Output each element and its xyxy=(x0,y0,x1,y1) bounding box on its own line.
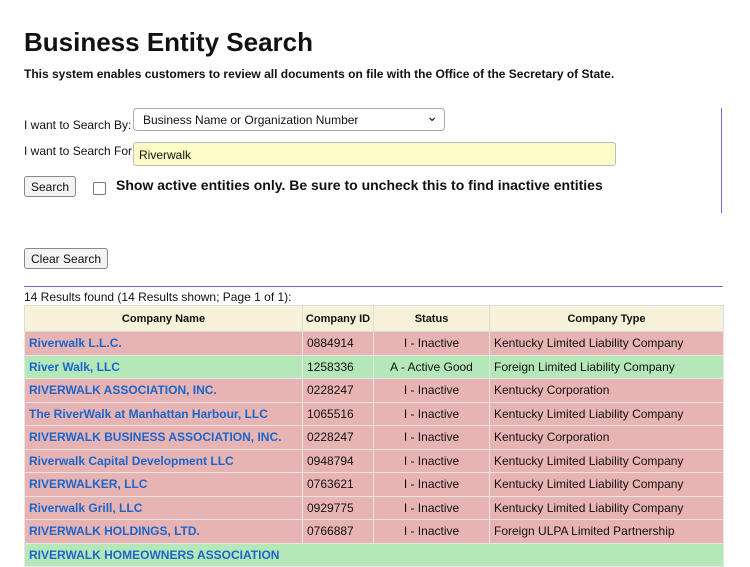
column-header: Company Type xyxy=(489,305,724,332)
result-row: RIVERWALKER, LLC 0763621 I - Inactive Kentu… xyxy=(24,472,724,497)
search-for-label: I want to Search For: xyxy=(24,144,136,158)
result-row: Riverwalk Capital Development LLC 0948794… xyxy=(24,448,724,473)
cell: I - Inactive xyxy=(373,401,490,426)
result-row: Riverwalk L.L.C. 0884914 I - Inactive Kentu… xyxy=(24,331,724,356)
cell: Kentucky Limited Liability Company xyxy=(489,472,724,497)
page-title: Business Entity Search xyxy=(24,27,313,57)
search-by-label: I want to Search By: xyxy=(24,118,132,132)
result-row: River Walk, LLC 1258336 A - Active Good For… xyxy=(24,354,724,379)
result-row: RIVERWALK HOLDINGS, LTD. 0766887 I - Inact… xyxy=(24,519,724,544)
cell: 0948794 xyxy=(302,448,374,473)
column-header: Company Name xyxy=(24,305,303,332)
company-link[interactable]: Riverwalk Capital Development LLC xyxy=(24,448,303,473)
cell: I - Inactive xyxy=(373,448,490,473)
cell: I - Inactive xyxy=(373,331,490,356)
divider xyxy=(24,286,723,287)
divider xyxy=(721,108,722,213)
results-table: Company Name Company ID Status Company Type… xyxy=(24,305,724,567)
page: Business Entity Search This system enabl… xyxy=(0,0,750,551)
company-link[interactable]: RIVERWALK ASSOCIATION, INC. xyxy=(24,378,303,403)
active-checkbox[interactable] xyxy=(93,182,106,195)
search-by-select[interactable]: Business Name or Organization Number xyxy=(133,105,445,131)
cell: 0766887 xyxy=(302,519,374,544)
column-header: Company ID xyxy=(302,305,374,332)
cell: Foreign ULPA Limited Partnership xyxy=(489,519,724,544)
cell: Foreign Limited Liability Company xyxy=(489,354,724,379)
cell: 1065516 xyxy=(302,401,374,426)
cell: 0763621 xyxy=(302,472,374,497)
result-row: RIVERWALK ASSOCIATION, INC. 0228247 I - In… xyxy=(24,378,724,403)
cell: 0228247 xyxy=(302,378,374,403)
result-row: The RiverWalk at Manhattan Harbour, LLC 1… xyxy=(24,401,724,426)
results-summary: 14 Results found (14 Results shown; Page… xyxy=(24,290,292,304)
cell: Kentucky Limited Liability Company xyxy=(489,401,724,426)
company-link[interactable]: Riverwalk L.L.C. xyxy=(24,331,303,356)
cell: Kentucky Limited Liability Company xyxy=(489,331,724,356)
cell: 1258336 xyxy=(302,354,374,379)
header-row: Company Name Company ID Status Company Type xyxy=(24,305,724,332)
search-input[interactable]: Riverwalk xyxy=(133,142,616,166)
company-link[interactable]: The RiverWalk at Manhattan Harbour, LLC xyxy=(24,401,303,426)
cell: I - Inactive xyxy=(373,472,490,497)
company-link[interactable]: RIVERWALK BUSINESS ASSOCIATION, INC. xyxy=(24,425,303,450)
cell: I - Inactive xyxy=(373,378,490,403)
cell: 0228247 xyxy=(302,425,374,450)
company-link[interactable]: Riverwalk Grill, LLC xyxy=(24,495,303,520)
cell: Kentucky Corporation xyxy=(489,425,724,450)
cell: I - Inactive xyxy=(373,495,490,520)
cell: Kentucky Limited Liability Company xyxy=(489,495,724,520)
subtitle: This system enables customers to review … xyxy=(24,67,615,81)
result-row: Riverwalk Grill, LLC 0929775 I - Inactive K… xyxy=(24,495,724,520)
cell: A - Active Good xyxy=(373,354,490,379)
cell: I - Inactive xyxy=(373,519,490,544)
cell: 0929775 xyxy=(302,495,374,520)
company-link[interactable]: RIVERWALKER, LLC xyxy=(24,472,303,497)
search-button[interactable]: Search xyxy=(24,176,77,197)
column-header: Status xyxy=(373,305,490,332)
company-link[interactable]: RIVERWALK HOMEOWNERS ASSOCIATION xyxy=(24,542,724,567)
cell: 0884914 xyxy=(302,331,374,356)
checkbox-label: Show active entities only. Be sure to un… xyxy=(116,177,603,193)
company-link[interactable]: River Walk, LLC xyxy=(24,354,303,379)
company-link[interactable]: RIVERWALK HOLDINGS, LTD. xyxy=(24,519,303,544)
cell: Kentucky Corporation xyxy=(489,378,724,403)
result-row: RIVERWALK HOMEOWNERS ASSOCIATION xyxy=(24,542,724,567)
cell: Kentucky Limited Liability Company xyxy=(489,448,724,473)
cell: I - Inactive xyxy=(373,425,490,450)
result-row: RIVERWALK BUSINESS ASSOCIATION, INC. 0228… xyxy=(24,425,724,450)
clear-button[interactable]: Clear Search xyxy=(24,248,109,269)
